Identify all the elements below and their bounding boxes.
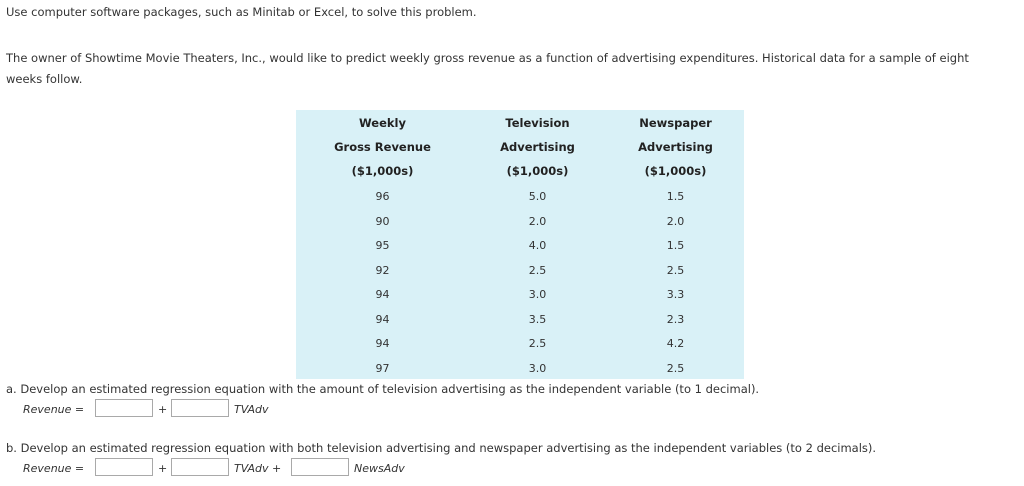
answer-a-tvadv-coef-input[interactable] [171, 399, 229, 417]
table-cell: 5.0 [528, 190, 547, 203]
header-cell: ($1,000s) [351, 164, 414, 178]
table-cell: 2.0 [528, 214, 547, 228]
answer-b-intercept-input[interactable] [95, 458, 153, 476]
revenue-label: Revenue = [23, 403, 85, 416]
table-cell: 3.3 [666, 288, 685, 301]
table-cell: 97 [375, 361, 390, 375]
table-cell: 94 [375, 337, 390, 350]
table-cell: 1.5 [666, 190, 685, 203]
table-cell: 2.0 [666, 214, 685, 228]
table-cell: 3.5 [528, 312, 547, 326]
header-cell: Television [505, 116, 570, 130]
answer-a-intercept-input[interactable] [95, 399, 153, 417]
instruction-text: Use computer software packages, such as … [6, 5, 477, 19]
table-cell: 96 [375, 190, 390, 203]
revenue-label: Revenue = [23, 462, 85, 475]
table-cell: 94 [375, 312, 390, 326]
plus-sign: + [158, 462, 168, 475]
table-cell: 4.2 [666, 337, 685, 350]
problem-intro-line-2: weeks follow. [6, 72, 83, 86]
newsadv-label: NewsAdv [354, 462, 405, 475]
header-cell: Advertising [638, 140, 713, 154]
data-table: Weekly Gross Revenue ($1,000s) 96 90 95 92 9… [296, 110, 744, 379]
table-cell: 2.3 [666, 312, 685, 326]
header-cell: ($1,000s) [644, 164, 707, 178]
answer-b-newsadv-coef-input[interactable] [291, 458, 349, 476]
header-cell: Gross Revenue [334, 140, 431, 154]
table-cell: 2.5 [528, 337, 547, 350]
table-cell: 3.0 [528, 361, 547, 375]
table-cell: 94 [375, 288, 390, 301]
table-cell: 2.5 [528, 263, 547, 277]
table-cell: 2.5 [666, 263, 685, 277]
table-cell: 3.0 [528, 288, 547, 301]
tvadv-label: TVAdv [234, 403, 269, 416]
table-cell: 2.5 [666, 361, 685, 375]
problem-intro-line-1: The owner of Showtime Movie Theaters, In… [6, 51, 969, 65]
plus-sign: + [158, 403, 168, 416]
question-b: b. Develop an estimated regression equat… [6, 441, 877, 455]
header-cell: Newspaper [639, 116, 712, 130]
table-cell: 1.5 [666, 239, 685, 252]
header-cell: ($1,000s) [506, 164, 569, 178]
header-cell: Advertising [500, 140, 575, 154]
question-a: a. Develop an estimated regression equat… [6, 382, 760, 396]
header-cell: Weekly [359, 116, 406, 130]
table-cell: 92 [375, 263, 390, 277]
table-cell: 95 [375, 239, 390, 252]
tvadv-plus-label: TVAdv + [234, 462, 282, 475]
answer-b-tvadv-coef-input[interactable] [171, 458, 229, 476]
table-cell: 4.0 [528, 239, 547, 252]
table-cell: 90 [375, 214, 390, 228]
